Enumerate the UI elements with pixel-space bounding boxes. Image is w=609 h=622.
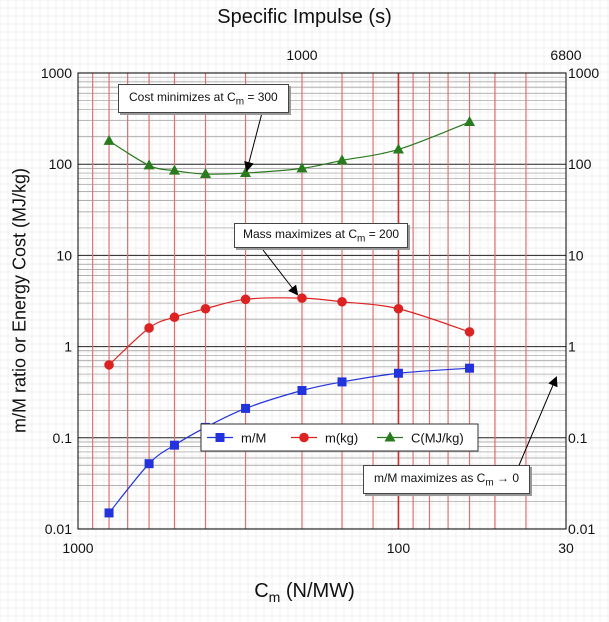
- data-point-circle: [299, 432, 309, 443]
- legend-label: C(MJ/kg): [411, 431, 464, 446]
- data-point-triangle: [143, 159, 155, 170]
- annotation-cost-minimizes: Cost minimizes at Cm = 300: [118, 84, 289, 114]
- annotation-arrow: [516, 376, 558, 471]
- data-point-square: [241, 403, 251, 413]
- tick-labels: 1000 1000 100 100 10 10 1 1 0.1 0.1 0.01 0.01 1000 10…: [41, 47, 600, 556]
- x-tick-label-top: 1000: [286, 47, 317, 63]
- annotation-mm-maximizes: m/M maximizes as Cm → 0: [363, 465, 531, 495]
- data-point-triangle: [168, 164, 180, 175]
- data-point-circle: [297, 293, 307, 303]
- x-axis-title-rest: (N/MW): [280, 580, 355, 602]
- y-tick-label-left: 0.1: [53, 430, 73, 446]
- y-tick-label-left: 10: [56, 247, 72, 263]
- data-point-triangle: [336, 154, 348, 165]
- data-point-square: [215, 433, 225, 442]
- y-tick-label-left: 100: [49, 156, 73, 172]
- data-point-square: [144, 459, 154, 469]
- y-tick-label-right: 0.1: [568, 430, 588, 446]
- y-tick-label-right: 0.01: [568, 521, 595, 537]
- data-point-triangle: [200, 168, 212, 179]
- data-point-square: [393, 368, 403, 378]
- x-tick-label-bottom: 100: [387, 540, 411, 556]
- data-point-square: [297, 386, 307, 396]
- y-tick-label-left: 1: [64, 339, 72, 355]
- data-point-square: [337, 377, 347, 387]
- series-C(MJ/kg): [103, 116, 476, 179]
- y-tick-label-right: 1000: [568, 65, 599, 81]
- data-point-triangle: [464, 116, 476, 127]
- legend: m/M m(kg) C(MJ/kg): [200, 423, 479, 452]
- data-point-triangle: [392, 143, 404, 154]
- series-line: [108, 297, 470, 366]
- x-tick-label-bottom: 30: [558, 540, 574, 556]
- y-tick-label-right: 10: [568, 247, 584, 263]
- y-axis-title: m/M ratio or Energy Cost (MJ/kg): [9, 167, 30, 434]
- y-tick-label-left: 0.01: [45, 521, 72, 537]
- data-point-square: [169, 440, 179, 450]
- data-point-square: [465, 363, 475, 373]
- data-point-triangle: [240, 167, 252, 178]
- annotation-arrows: [244, 108, 558, 471]
- legend-label: m/M: [241, 431, 266, 446]
- data-point-circle: [104, 360, 114, 370]
- data-point-triangle: [296, 162, 308, 173]
- x-tick-label-top: 6800: [550, 47, 581, 63]
- data-point-circle: [464, 327, 475, 337]
- data-point-circle: [144, 323, 154, 333]
- data-point-triangle: [384, 431, 396, 442]
- data-point-triangle: [103, 134, 115, 145]
- x-axis-title-main: C: [254, 580, 269, 602]
- annotation-arrow: [244, 108, 264, 172]
- plot-frame: [77, 72, 567, 530]
- y-tick-label-left: 1000: [41, 65, 72, 81]
- data-point-circle: [337, 296, 347, 307]
- y-tick-label-right: 100: [568, 156, 592, 172]
- annotation-mass-maximizes: Mass maximizes at Cm = 200: [234, 223, 409, 249]
- x-axis-title: Cm (N/MW): [0, 580, 609, 605]
- legend-box: [200, 423, 479, 452]
- series-layer: [103, 116, 476, 518]
- legend-label: m(kg): [325, 431, 358, 446]
- series-m(kg): [104, 293, 475, 370]
- x-axis-title-sub: m: [268, 589, 281, 605]
- data-point-circle: [200, 303, 211, 314]
- top-axis-title: Specific Impulse (s): [217, 6, 392, 28]
- x-tick-label-bottom: 1000: [62, 540, 93, 556]
- data-point-circle: [240, 294, 251, 305]
- data-point-circle: [169, 312, 180, 323]
- series-line: [108, 121, 470, 175]
- data-point-circle: [393, 303, 404, 314]
- y-tick-label-right: 1: [568, 339, 576, 355]
- annotation-arrow: [262, 249, 299, 296]
- data-point-square: [104, 508, 114, 518]
